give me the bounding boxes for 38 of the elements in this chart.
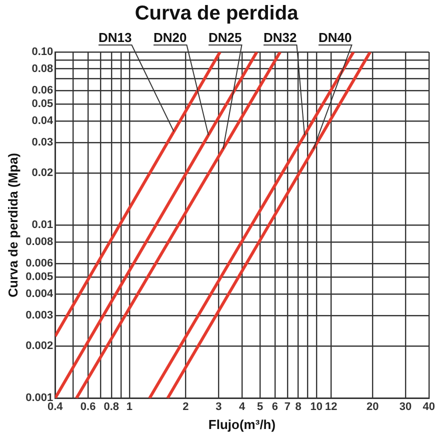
x-tick-label: 0.6 bbox=[80, 400, 96, 413]
x-tick-label: 1 bbox=[126, 400, 133, 413]
y-tick-label: 0.008 bbox=[26, 236, 54, 248]
y-tick-label: 0.01 bbox=[32, 219, 54, 232]
x-tick-label: 3 bbox=[216, 400, 222, 413]
y-tick-label: 0.03 bbox=[32, 136, 54, 149]
y-tick-label: 0.02 bbox=[32, 167, 54, 180]
y-tick-label: 0.005 bbox=[26, 271, 54, 284]
x-tick-label: 20 bbox=[366, 400, 379, 413]
y-tick-label: 0.004 bbox=[26, 288, 54, 300]
x-tick-label: 5 bbox=[257, 400, 264, 413]
text: DN13 bbox=[98, 30, 132, 45]
series-label: DN40 bbox=[318, 30, 352, 45]
x-tick-label: 7 bbox=[284, 400, 290, 413]
y-tick-label: 0.05 bbox=[32, 98, 54, 110]
x-tick-label: 8 bbox=[295, 400, 302, 413]
x-tick-label: 0.4 bbox=[47, 400, 64, 413]
text: DN20 bbox=[154, 30, 187, 45]
x-tick-label: 40 bbox=[422, 400, 436, 413]
chart-title: Curva de perdida bbox=[134, 2, 300, 25]
y-axis-title: Curva de perdida (Mpa) bbox=[5, 152, 20, 298]
x-tick-label: 6 bbox=[272, 400, 278, 413]
y-tick-label: 0.10 bbox=[32, 46, 54, 58]
x-tick-label: 4 bbox=[238, 400, 246, 413]
y-tick-label: 0.002 bbox=[26, 340, 54, 352]
y-tick-label: 0.003 bbox=[26, 310, 54, 322]
y-tick-label: 0.04 bbox=[32, 114, 54, 127]
x-tick-label: 10 bbox=[310, 400, 322, 413]
text: DN32 bbox=[264, 30, 297, 45]
y-tick-label: 0.006 bbox=[26, 258, 54, 270]
x-axis-title: Flujo(m³/h) bbox=[208, 416, 276, 432]
text: DN25 bbox=[208, 30, 242, 45]
x-tick-label: 0.8 bbox=[104, 400, 120, 413]
x-tick-label: 12 bbox=[325, 400, 338, 413]
x-tick-label: 2 bbox=[182, 400, 189, 413]
y-tick-label: 0.06 bbox=[32, 84, 54, 96]
y-tick-label: 0.08 bbox=[32, 62, 54, 75]
x-tick-label: 30 bbox=[399, 400, 412, 413]
